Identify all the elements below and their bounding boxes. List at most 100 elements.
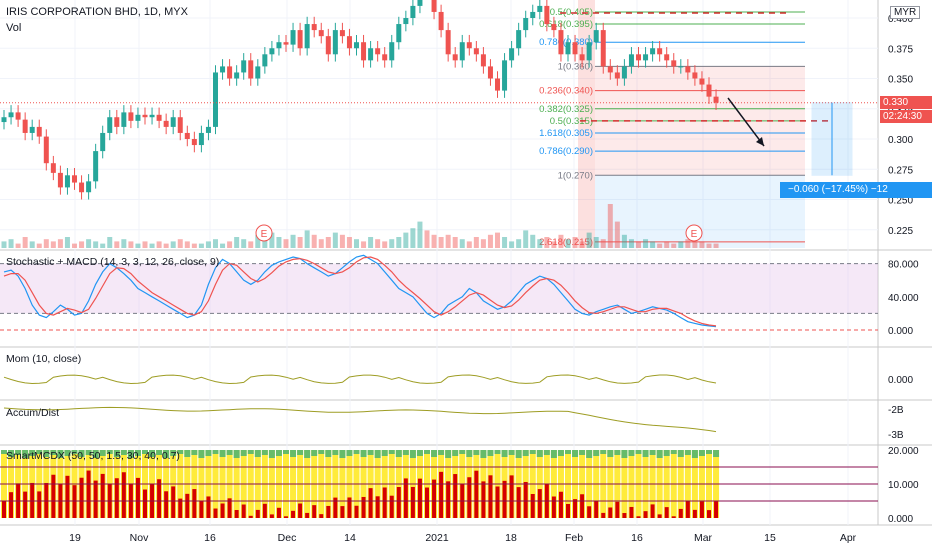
candle-body <box>509 48 515 61</box>
volume-bar <box>614 221 620 248</box>
fib-level-label: 1.618(0.305) <box>539 128 593 139</box>
candle-body <box>100 132 106 152</box>
stoch-line <box>3 254 717 328</box>
measure-tool-label[interactable]: −0.060 (−17.45%) −12 <box>780 182 932 198</box>
volume-bar <box>93 241 99 248</box>
candle-body <box>262 54 268 67</box>
volume-bar <box>241 239 247 248</box>
candle-body <box>107 117 113 133</box>
momentum-title[interactable]: Mom (10, close) <box>6 353 82 365</box>
smart-bar-green <box>233 450 240 458</box>
smart-bar-green <box>452 450 459 456</box>
volume-bar <box>396 237 402 248</box>
smart-bar-red <box>192 489 197 518</box>
candle-body <box>537 5 543 12</box>
candle-body <box>29 126 35 133</box>
smart-bar-red <box>51 474 56 518</box>
smart-bar-red <box>220 503 225 518</box>
smart-bar-green <box>170 450 177 456</box>
smart-bar-red <box>171 486 176 518</box>
volume-bar <box>516 239 522 248</box>
smart-bar-red <box>594 501 599 518</box>
symbol-title[interactable]: IRIS CORPORATION BHD, 1D, MYX <box>6 6 188 18</box>
candle-body <box>628 54 634 67</box>
volume-label[interactable]: Vol <box>6 22 22 34</box>
smart-bar-green <box>543 450 550 455</box>
candle-body <box>177 117 183 133</box>
smart-bar-green <box>191 450 198 455</box>
smart-bar-green <box>593 450 600 456</box>
smart-bar-red <box>79 477 84 518</box>
candle-body <box>255 66 261 79</box>
smart-bar-green <box>50 450 57 455</box>
last-price-label: 0.330 <box>880 96 932 109</box>
time-tick-label: Dec <box>278 532 297 544</box>
candle-body <box>516 30 522 49</box>
volume-bar <box>283 239 289 248</box>
smart-bar-red <box>248 515 253 518</box>
smart-bar-red <box>516 487 521 518</box>
smart-bar-green <box>677 450 684 457</box>
candle-body <box>593 30 599 43</box>
candle-body <box>657 48 663 55</box>
stoch-line <box>3 256 717 327</box>
currency-badge[interactable]: MYR <box>890 6 921 19</box>
smart-bar-red <box>643 511 648 518</box>
smart-bar-green <box>607 450 614 457</box>
smart-bar-red <box>417 478 422 518</box>
earnings-marker-label: E <box>261 229 268 240</box>
smart-bar-red <box>164 491 169 518</box>
smart-bar-green <box>71 450 78 454</box>
candle-body <box>438 11 444 31</box>
volume-bar <box>198 243 204 248</box>
price-tick-label: 0.350 <box>888 75 913 86</box>
smart-bar-green <box>297 450 304 455</box>
volume-bar <box>382 241 388 248</box>
candle-body <box>346 36 352 49</box>
volume-bar <box>57 239 63 248</box>
candle-body <box>396 24 402 43</box>
time-axis[interactable]: 19 Nov 16 Dec 14 2021 18 Feb 16 Mar 15 Apr <box>69 532 857 544</box>
price-tick-label: 0.225 <box>888 226 913 237</box>
candle-body <box>198 132 204 146</box>
volume-bar <box>600 239 606 248</box>
smart-bar-red <box>446 481 451 518</box>
candle-body <box>579 54 585 61</box>
smart-bar-green <box>416 450 423 456</box>
smart-bar-green <box>628 450 635 456</box>
volume-bar <box>50 241 56 248</box>
volume-bar <box>332 232 338 248</box>
smart-bar-red <box>319 514 324 518</box>
volume-bar <box>544 237 550 248</box>
smart-bar-green <box>522 450 529 456</box>
smartmcdx-title[interactable]: SmartMCDX (50, 50, 1.5, 30, 40, 0.7) <box>6 450 180 462</box>
accum-dist-title[interactable]: Accum/Dist <box>6 407 60 419</box>
smart-bar-red <box>121 472 126 518</box>
volume-bar <box>325 237 331 248</box>
candle-body <box>530 11 536 18</box>
volume-bar <box>86 239 92 248</box>
time-tick-label: 19 <box>69 532 81 544</box>
smart-bar-red <box>2 501 6 518</box>
volume-bar <box>706 243 712 248</box>
time-tick-label: 2021 <box>425 532 449 544</box>
smart-bar-green <box>177 450 184 454</box>
volume-bar <box>685 239 691 248</box>
smart-bar-red <box>432 479 437 518</box>
smart-bar-red <box>671 516 676 518</box>
candle-body <box>163 120 169 127</box>
smart-bar-red <box>241 504 246 518</box>
volume-bar <box>339 234 345 248</box>
stoch-macd-title[interactable]: Stochastic + MACD (14, 3, 3, 12, 26, clo… <box>6 256 220 268</box>
volume-bar <box>657 243 663 248</box>
candle-body <box>205 126 211 133</box>
volume-bar <box>311 234 317 248</box>
volume-bar <box>220 243 226 248</box>
volume-bar <box>227 241 233 248</box>
smart-bar-green <box>8 450 15 457</box>
smart-bar-red <box>206 496 211 518</box>
smart-bar-red <box>185 493 190 518</box>
smart-bar-red <box>135 477 140 518</box>
